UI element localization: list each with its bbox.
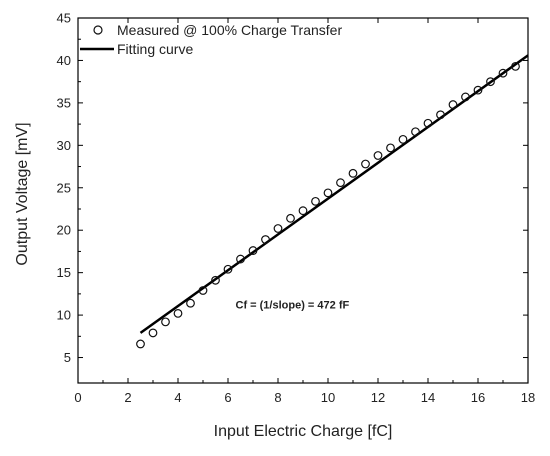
x-axis-label: Input Electric Charge [fC] bbox=[214, 423, 393, 440]
data-point bbox=[436, 110, 445, 120]
y-tick-label: 25 bbox=[57, 180, 71, 195]
data-point bbox=[198, 286, 208, 295]
data-point bbox=[211, 275, 220, 285]
data-point bbox=[348, 168, 358, 178]
legend-marker-measured bbox=[93, 25, 103, 35]
data-point bbox=[173, 308, 183, 318]
y-tick-label: 45 bbox=[57, 11, 71, 26]
data-point bbox=[323, 188, 333, 198]
x-tick-label: 14 bbox=[421, 390, 435, 405]
x-tick-label: 6 bbox=[224, 390, 231, 405]
data-point bbox=[361, 159, 370, 169]
data-point bbox=[411, 127, 420, 137]
y-axis-label: Output Voltage [mV] bbox=[14, 122, 31, 265]
data-point bbox=[236, 254, 245, 264]
data-point bbox=[386, 143, 395, 153]
data-point bbox=[423, 118, 433, 128]
data-point bbox=[373, 151, 383, 160]
data-point bbox=[511, 61, 520, 71]
y-tick-label: 40 bbox=[57, 53, 71, 68]
legend-label-measured: Measured @ 100% Charge Transfer bbox=[117, 22, 342, 38]
data-point bbox=[161, 317, 170, 327]
x-tick-label: 16 bbox=[471, 390, 485, 405]
data-point bbox=[223, 264, 233, 274]
legend: Measured @ 100% Charge Transfer Fitting … bbox=[80, 22, 342, 57]
x-tick-label: 18 bbox=[521, 390, 535, 405]
data-point bbox=[461, 92, 470, 102]
y-tick-label: 35 bbox=[57, 95, 71, 110]
data-point bbox=[398, 134, 408, 144]
data-point bbox=[486, 77, 495, 87]
data-point bbox=[336, 178, 345, 188]
x-tick-label: 10 bbox=[321, 390, 335, 405]
x-axis: 0 2 4 6 8 10 12 14 16 18 bbox=[74, 18, 535, 405]
data-point bbox=[298, 206, 308, 216]
y-axis: 5 10 15 20 25 30 35 40 45 bbox=[57, 11, 528, 365]
data-point bbox=[261, 235, 270, 244]
data-point bbox=[273, 224, 283, 233]
data-point bbox=[148, 328, 158, 338]
x-tick-label: 2 bbox=[124, 390, 131, 405]
x-tick-label: 4 bbox=[174, 390, 181, 405]
data-point bbox=[136, 339, 145, 349]
data-point bbox=[473, 85, 483, 95]
slope-annotation: Cf = (1/slope) = 472 fF bbox=[236, 299, 350, 311]
data-point bbox=[498, 68, 508, 78]
y-tick-label: 5 bbox=[64, 350, 71, 365]
data-point bbox=[248, 246, 258, 255]
y-tick-label: 10 bbox=[57, 308, 71, 323]
y-tick-label: 20 bbox=[57, 223, 71, 238]
x-tick-label: 12 bbox=[371, 390, 385, 405]
data-point bbox=[311, 196, 320, 206]
plot-area bbox=[136, 54, 529, 349]
y-tick-label: 30 bbox=[57, 138, 71, 153]
data-point bbox=[286, 213, 295, 223]
data-point bbox=[448, 100, 458, 109]
y-tick-label: 15 bbox=[57, 265, 71, 280]
data-point bbox=[186, 298, 195, 308]
x-tick-label: 0 bbox=[74, 390, 81, 405]
legend-label-fit: Fitting curve bbox=[117, 41, 193, 57]
x-tick-label: 8 bbox=[274, 390, 281, 405]
